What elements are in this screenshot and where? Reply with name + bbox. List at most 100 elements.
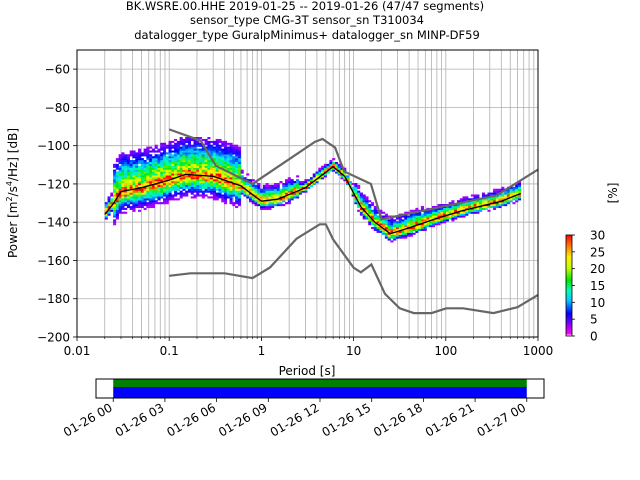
psd-cell <box>401 223 405 226</box>
psd-cell <box>429 213 433 216</box>
psd-cell <box>182 175 186 178</box>
psd-cell <box>423 211 427 214</box>
psd-cell <box>193 152 197 155</box>
psd-cell <box>151 204 155 207</box>
psd-cell <box>454 207 458 210</box>
psd-cell <box>168 150 172 153</box>
psd-cell <box>121 198 125 201</box>
psd-cell <box>204 177 208 180</box>
psd-cell <box>221 186 225 189</box>
colorbar-segment <box>566 311 572 314</box>
psd-cell <box>140 179 144 182</box>
psd-cell <box>221 188 225 191</box>
psd-cell <box>196 148 200 151</box>
psd-cell <box>393 228 397 232</box>
psd-cell <box>126 202 131 205</box>
psd-cell <box>273 196 277 199</box>
psd-cell <box>199 160 203 163</box>
psd-cell <box>384 228 388 232</box>
psd-cell <box>162 150 167 153</box>
colorbar-segment <box>566 291 572 293</box>
psd-cell <box>193 160 197 163</box>
psd-cell <box>146 152 150 155</box>
psd-cell <box>135 158 139 161</box>
psd-cell <box>235 200 239 203</box>
psd-cell <box>476 207 480 210</box>
psd-cell <box>168 181 172 184</box>
psd-cell <box>476 194 480 197</box>
psd-cell <box>196 188 200 191</box>
psd-cell <box>407 232 411 235</box>
psd-cell <box>162 169 167 172</box>
psd-cell <box>113 192 117 195</box>
psd-cell <box>151 186 155 189</box>
psd-cell <box>357 194 361 197</box>
psd-cell <box>140 160 144 163</box>
psd-cell <box>115 215 119 218</box>
psd-cell <box>207 148 211 151</box>
psd-cell <box>157 202 161 205</box>
psd-cell <box>218 188 222 191</box>
psd-cell <box>440 204 444 207</box>
psd-cell <box>440 219 444 222</box>
colorbar-segment <box>566 322 572 325</box>
psd-cell <box>318 167 322 170</box>
psd-cell <box>504 204 508 207</box>
psd-cell <box>459 204 463 207</box>
psd-cell <box>301 182 305 186</box>
psd-cell <box>196 156 200 159</box>
psd-cell <box>221 158 225 161</box>
psd-cell <box>174 148 178 151</box>
psd-cell <box>179 150 183 153</box>
psd-cell <box>393 225 397 228</box>
psd-cell <box>149 184 153 187</box>
psd-cell <box>512 198 516 201</box>
y-tick-label: −140 <box>37 216 70 230</box>
psd-cell <box>409 234 413 237</box>
psd-cell <box>185 160 189 163</box>
psd-cell <box>129 200 133 203</box>
psd-cell <box>224 158 228 161</box>
psd-cell <box>240 188 244 191</box>
psd-cell <box>146 148 150 151</box>
psd-cell <box>129 190 133 193</box>
psd-cell <box>257 186 261 189</box>
psd-cell <box>221 196 225 199</box>
psd-cell <box>401 230 405 233</box>
psd-cell <box>293 184 297 187</box>
psd-cell <box>207 169 211 172</box>
psd-cell <box>118 200 122 203</box>
psd-cell <box>287 190 291 193</box>
psd-cell <box>199 188 203 191</box>
psd-cell <box>373 228 377 232</box>
psd-cell <box>456 200 461 203</box>
psd-cell <box>215 152 219 155</box>
colorbar-segment <box>566 325 572 328</box>
psd-cell <box>215 184 219 187</box>
psd-cell <box>393 236 397 239</box>
psd-cell <box>174 167 178 170</box>
psd-cell <box>124 160 128 163</box>
psd-cell <box>110 192 114 195</box>
psd-cell <box>187 146 192 149</box>
x-axis-label: Period [s] <box>279 364 336 378</box>
psd-cell <box>407 234 411 237</box>
psd-cell <box>346 175 350 178</box>
psd-cell <box>382 230 386 233</box>
psd-cell <box>412 228 416 232</box>
psd-cell <box>201 177 205 180</box>
psd-cell <box>113 165 117 168</box>
psd-cell <box>218 152 222 155</box>
psd-cell <box>373 207 377 210</box>
psd-cell <box>224 190 228 193</box>
colorbar-tick-label: 10 <box>590 296 605 310</box>
psd-cell <box>429 225 433 228</box>
psd-cell <box>118 156 122 159</box>
psd-cell <box>160 188 164 191</box>
psd-cell <box>149 202 153 205</box>
psd-cell <box>143 152 147 155</box>
psd-cell <box>237 167 241 170</box>
psd-cell <box>365 217 369 220</box>
psd-cell <box>187 156 192 159</box>
psd-cell <box>387 232 391 235</box>
